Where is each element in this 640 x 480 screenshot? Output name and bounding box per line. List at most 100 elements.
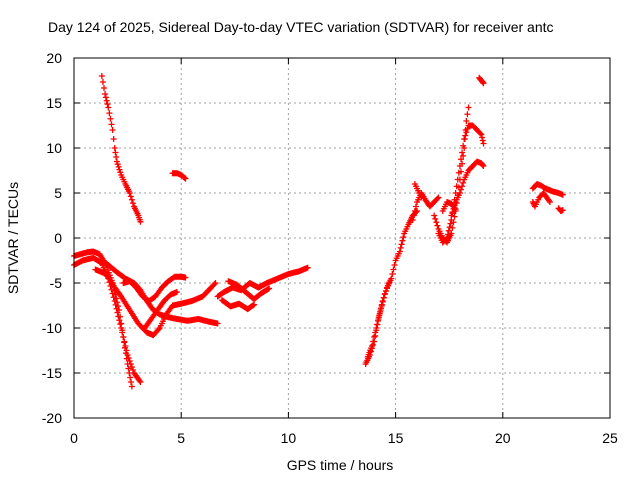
- data-point: [113, 305, 120, 312]
- y-tick-label: 20: [46, 50, 62, 66]
- data-point: [108, 286, 115, 293]
- data-point: [376, 310, 383, 317]
- data-point: [412, 203, 419, 210]
- data-point: [106, 110, 113, 117]
- data-point: [107, 115, 114, 122]
- y-tick-label: 5: [54, 185, 62, 201]
- data-point: [389, 271, 396, 277]
- data-point: [127, 374, 134, 381]
- data-point: [371, 334, 378, 340]
- data-point: [385, 282, 392, 289]
- data-point: [104, 101, 111, 108]
- plot-frame: [73, 57, 611, 419]
- data-point: [379, 298, 386, 305]
- data-point: [412, 209, 419, 216]
- y-axis-label: SDTVAR / TECUs: [5, 182, 21, 294]
- data-point: [433, 219, 440, 226]
- data-point: [122, 343, 129, 349]
- data-point: [431, 212, 438, 219]
- data-point: [442, 236, 449, 243]
- x-tick-label: 10: [281, 430, 297, 446]
- data-point: [251, 301, 258, 308]
- data-point: [125, 355, 132, 361]
- data-point: [390, 266, 397, 273]
- data-point: [463, 129, 470, 136]
- data-point: [480, 140, 487, 147]
- data-point: [454, 176, 461, 183]
- data-point: [120, 334, 127, 340]
- data-point: [456, 163, 463, 169]
- data-point: [119, 329, 126, 336]
- data-point: [446, 224, 453, 231]
- y-tick-label: 10: [46, 140, 62, 156]
- data-point: [128, 364, 135, 370]
- data-point: [457, 186, 464, 193]
- y-tick-label: -5: [50, 275, 63, 291]
- data-point: [462, 132, 469, 139]
- data-point: [381, 290, 388, 297]
- data-point: [477, 130, 484, 137]
- data-point: [480, 163, 487, 169]
- data-point: [456, 190, 463, 196]
- data-point: [432, 215, 439, 222]
- data-point: [105, 104, 112, 111]
- data-point: [112, 149, 119, 156]
- data-point: [266, 285, 273, 292]
- data-point: [126, 358, 133, 364]
- data-point: [111, 298, 118, 304]
- data-point: [465, 104, 472, 111]
- data-point: [478, 131, 485, 138]
- data-point: [409, 217, 416, 223]
- data-point: [137, 218, 144, 225]
- data-point: [110, 136, 117, 142]
- data-point: [546, 197, 553, 204]
- data-point: [127, 193, 134, 200]
- data-point: [304, 264, 311, 271]
- data-point: [479, 79, 486, 86]
- data-point: [173, 289, 180, 295]
- data-point: [111, 145, 118, 151]
- data-point: [103, 97, 110, 104]
- data-point: [459, 149, 466, 156]
- data-point: [129, 367, 136, 373]
- data-point: [479, 134, 486, 141]
- data-point: [124, 352, 131, 358]
- x-tick-label: 25: [602, 430, 618, 446]
- data-point: [128, 196, 135, 203]
- data-point: [479, 162, 486, 169]
- y-tick-label: -10: [42, 320, 62, 336]
- data-point: [449, 209, 456, 216]
- data-point: [460, 152, 467, 159]
- data-point: [374, 321, 381, 328]
- data-point: [99, 79, 106, 85]
- data-point: [115, 163, 122, 170]
- grid: [74, 58, 610, 418]
- data-point: [137, 379, 144, 385]
- data-point: [114, 309, 121, 316]
- data-point: [384, 285, 391, 292]
- data-point: [369, 343, 376, 349]
- data-point: [375, 317, 382, 324]
- data-point: [110, 294, 117, 301]
- data-point: [448, 212, 455, 219]
- data-point: [378, 302, 385, 309]
- data-point: [155, 326, 162, 333]
- data-point: [129, 200, 136, 207]
- data-point: [128, 379, 135, 385]
- data-point: [113, 158, 120, 165]
- y-tick-label: 0: [54, 230, 62, 246]
- x-tick-label: 15: [388, 430, 404, 446]
- data-point: [101, 85, 108, 91]
- data-point: [377, 307, 384, 313]
- x-tick-label: 20: [495, 430, 511, 446]
- data-point: [447, 220, 454, 227]
- data-point: [400, 234, 407, 241]
- data-point: [452, 206, 459, 213]
- data-point: [461, 136, 468, 142]
- data-point: [444, 235, 451, 241]
- data-series: [71, 73, 566, 390]
- data-point: [480, 80, 487, 87]
- data-point: [98, 73, 105, 79]
